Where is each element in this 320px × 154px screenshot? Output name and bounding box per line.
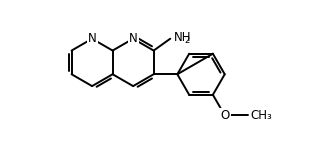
Text: CH₃: CH₃ (251, 109, 273, 122)
Text: O: O (220, 109, 229, 122)
Text: N: N (129, 32, 138, 45)
Text: 2: 2 (184, 36, 190, 45)
Text: NH: NH (174, 31, 191, 44)
Text: N: N (88, 32, 96, 45)
